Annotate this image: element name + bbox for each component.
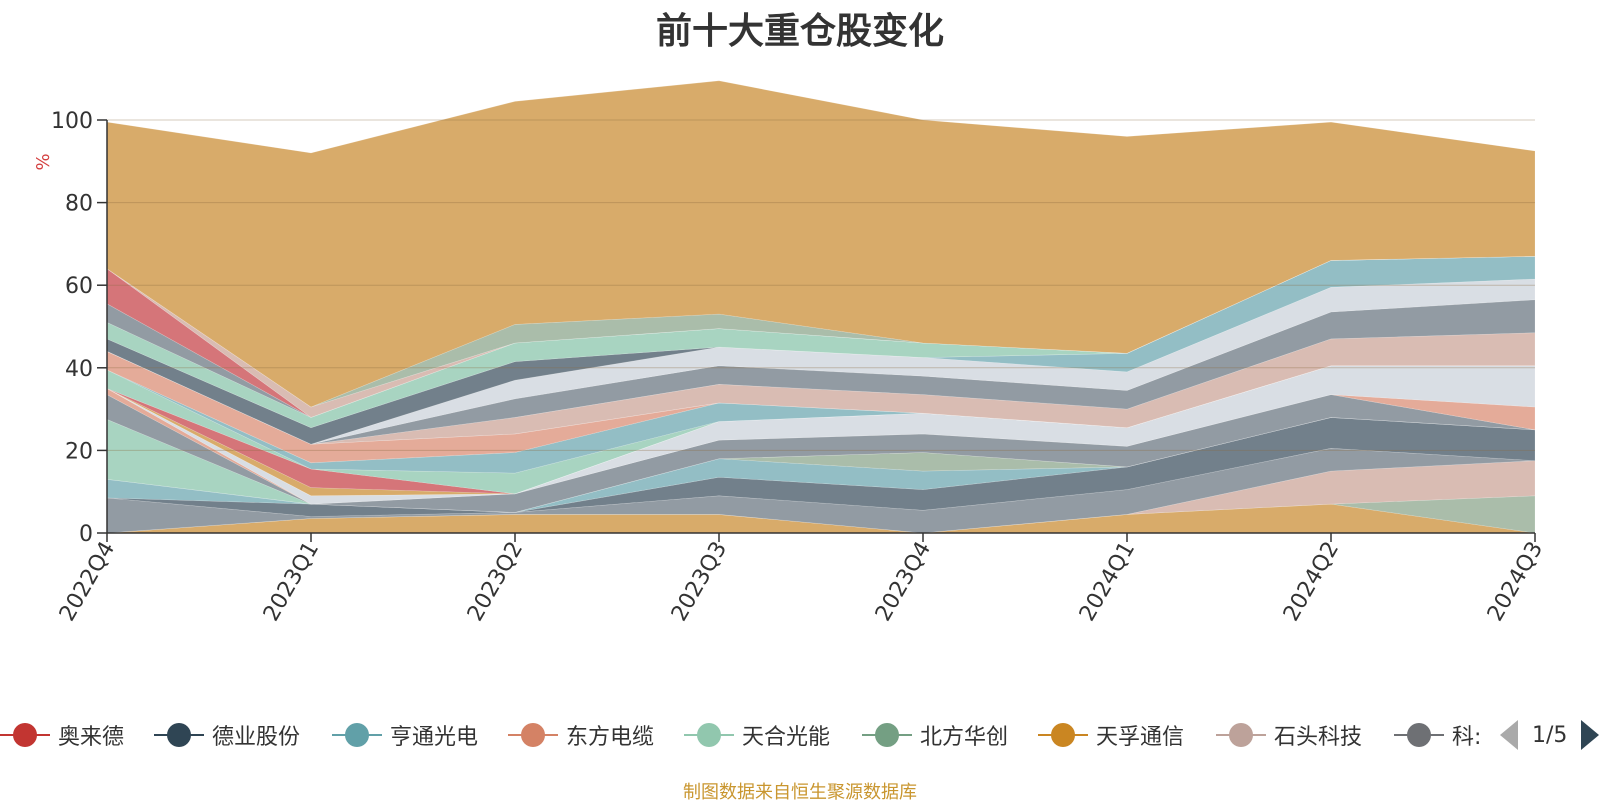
legend-item-4[interactable]: 天合光能 (684, 712, 830, 758)
legend-marker-icon (0, 720, 50, 750)
legend-item-0[interactable]: 奥来德 (0, 712, 124, 758)
x-tick-label-1: 2023Q1 (259, 538, 324, 626)
legend-marker-icon (1216, 720, 1266, 750)
x-axis-ticks: 2022Q4 2023Q1 2023Q2 2023Q3 2023Q4 2024Q1 2024… (55, 533, 1548, 626)
legend-item-5[interactable]: 北方华创 (862, 712, 1008, 758)
legend: 奥来德 德业股份 亨通光电 东方电缆 天合光能 北方华创 天孚通信 石头科技 科: (0, 712, 1600, 758)
gridlines (107, 119, 1535, 451)
source-note: 制图数据来自恒生聚源数据库 (683, 782, 917, 803)
legend-label: 东方电缆 (566, 725, 655, 750)
area-series-17 (106, 351, 1535, 445)
x-tick-label-2: 2023Q2 (463, 538, 528, 626)
x-tick-label-3: 2023Q3 (667, 538, 732, 626)
y-tick-label-2: 40 (65, 357, 93, 382)
y-tick-label-5: 100 (51, 109, 93, 134)
x-tick-label-5: 2024Q1 (1075, 538, 1140, 626)
legend-marker-icon (684, 720, 734, 750)
area-series-8 (106, 394, 1536, 513)
legend-next-page-icon[interactable] (1581, 720, 1600, 750)
area-series-13 (106, 365, 1535, 495)
x-tick-label-7: 2024Q3 (1483, 538, 1548, 626)
legend-marker-icon (508, 720, 558, 750)
y-tick-label-3: 60 (65, 274, 93, 299)
legend-page-indicator: 1/5 (1532, 722, 1568, 748)
area-series-11 (106, 365, 1535, 497)
y-tick-label-0: 0 (79, 522, 93, 547)
legend-item-2[interactable]: 亨通光电 (332, 712, 478, 758)
area-series-28 (106, 80, 1536, 408)
area-series-15 (106, 365, 1535, 474)
x-tick-label-4: 2023Q4 (871, 538, 936, 626)
legend-item-6[interactable]: 天孚通信 (1038, 712, 1184, 758)
legend-item-8[interactable]: 科: (1394, 712, 1481, 758)
legend-label: 亨通光电 (390, 725, 479, 750)
y-axis-unit-label: % (33, 153, 54, 170)
legend-marker-icon (332, 720, 382, 750)
y-tick-label-4: 80 (65, 192, 93, 217)
axes (106, 120, 1535, 534)
legend-marker-icon (1394, 720, 1444, 750)
y-axis-ticks: 0 20 40 60 80 100 (51, 109, 107, 547)
area-series-12 (106, 365, 1535, 497)
legend-label: 石头科技 (1274, 725, 1363, 750)
legend-marker-icon (862, 720, 912, 750)
legend-label: 天合光能 (742, 725, 831, 750)
legend-item-3[interactable]: 东方电缆 (508, 712, 654, 758)
legend-label: 北方华创 (920, 725, 1009, 750)
legend-label: 科: (1452, 725, 1482, 750)
legend-label: 德业股份 (212, 725, 301, 750)
legend-label: 奥来德 (58, 725, 125, 750)
legend-pager: 1/5 (1500, 712, 1600, 758)
x-tick-label-6: 2024Q2 (1279, 538, 1344, 626)
x-tick-label-0: 2022Q4 (55, 538, 120, 626)
legend-marker-icon (154, 720, 204, 750)
legend-item-7[interactable]: 石头科技 (1216, 712, 1362, 758)
legend-marker-icon (1038, 720, 1088, 750)
legend-item-1[interactable]: 德业股份 (154, 712, 300, 758)
area-series-18 (106, 332, 1536, 445)
y-tick-label-1: 20 (65, 439, 93, 464)
area-series-group (106, 80, 1536, 534)
legend-prev-page-icon[interactable] (1500, 720, 1518, 750)
chart-title: 前十大重仓股变化 (655, 11, 944, 52)
legend-label: 天孚通信 (1096, 725, 1185, 750)
